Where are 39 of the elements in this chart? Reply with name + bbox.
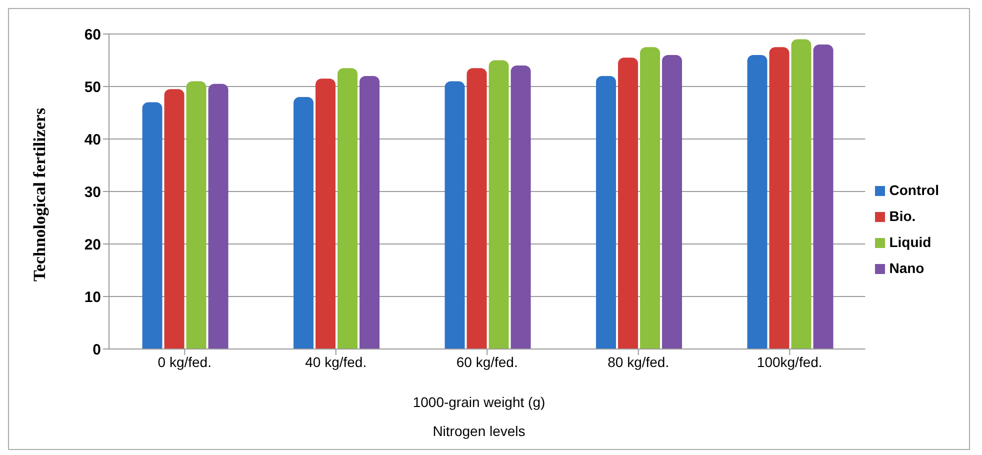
legend-label: Liquid [889, 234, 932, 250]
x-tick-label: 0 kg/fed. [158, 354, 212, 370]
legend-label: Control [889, 182, 939, 198]
y-tick-label: 50 [84, 78, 101, 96]
bar [813, 44, 834, 349]
y-tick-label: 60 [84, 26, 101, 44]
x-axis-title: Nitrogen levels [432, 423, 526, 439]
y-tick-label: 20 [84, 236, 101, 254]
x-tick-label: 100kg/fed. [756, 354, 822, 370]
bar [444, 81, 465, 349]
x-tick-label: 60 kg/fed. [456, 354, 518, 370]
bar [186, 81, 206, 349]
bar [360, 76, 380, 349]
bar [510, 66, 531, 349]
bar [618, 58, 638, 349]
bar [791, 39, 812, 349]
x-tick-label: 80 kg/fed. [608, 354, 670, 370]
bar [208, 84, 228, 349]
bar [488, 60, 509, 349]
bar [596, 76, 616, 349]
bar [466, 68, 487, 349]
legend-label: Nano [889, 260, 924, 276]
y-tick-label: 10 [84, 288, 101, 306]
bar [640, 47, 660, 349]
text: 1000-grain weight (g) [412, 394, 546, 410]
x-tick-label: 40 kg/fed. [305, 354, 367, 370]
y-axis-title: Technological fertilizers [30, 108, 50, 282]
bar [294, 97, 314, 349]
bar [142, 102, 162, 349]
y-tick-label: 0 [92, 341, 101, 358]
y-tick-label: 30 [84, 184, 101, 201]
bar [164, 89, 184, 349]
bar [769, 47, 790, 349]
bar [338, 68, 358, 349]
legend-label: Bio. [889, 208, 916, 224]
bar [316, 78, 336, 349]
bar [662, 55, 682, 349]
bar [747, 55, 768, 349]
y-tick-label: 40 [84, 131, 101, 148]
